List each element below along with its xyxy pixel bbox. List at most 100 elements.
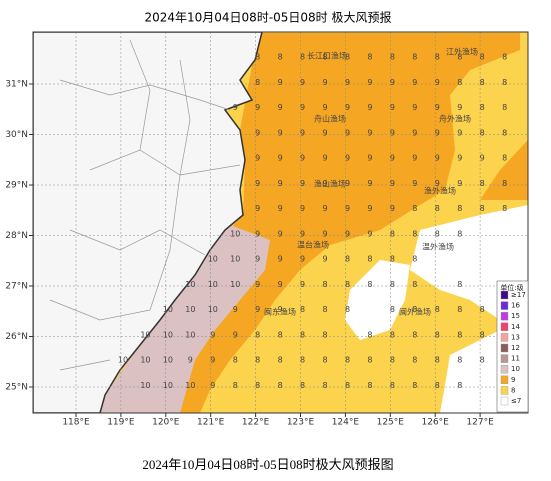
wind-value: 8: [345, 255, 350, 264]
wind-value: 8: [457, 330, 462, 339]
wind-value: 9: [300, 128, 305, 137]
wind-value: 8: [480, 128, 485, 137]
wind-value: 9: [367, 229, 372, 238]
wind-value: 8: [435, 229, 440, 238]
wind-value: 9: [278, 154, 283, 163]
area-label: 舟山渔场: [314, 114, 346, 124]
wind-value: 9: [435, 128, 440, 137]
y-tick-label: 27°N: [5, 282, 28, 292]
wind-value: 9: [345, 204, 350, 213]
area-label: 渔山渔场: [314, 179, 346, 189]
legend-label: 9: [511, 376, 515, 384]
wind-value: 8: [345, 53, 350, 62]
wind-value: 9: [255, 128, 260, 137]
legend-swatch: [500, 396, 509, 406]
wind-value: 8: [412, 330, 417, 339]
wind-value: 9: [323, 128, 328, 137]
wind-value: 8: [300, 330, 305, 339]
wind-value: 8: [502, 103, 507, 112]
wind-value: 8: [502, 128, 507, 137]
wind-value: 8: [480, 78, 485, 87]
legend-label: 14: [511, 323, 520, 331]
wind-value: 9: [210, 330, 215, 339]
wind-value: 8: [457, 356, 462, 365]
wind-value: 9: [480, 154, 485, 163]
wind-value: 10: [208, 280, 218, 289]
wind-value: 8: [345, 305, 350, 314]
wind-value: 10: [185, 381, 195, 390]
wind-value: 9: [457, 179, 462, 188]
wind-value: 9: [435, 78, 440, 87]
wind-value: 9: [323, 179, 328, 188]
wind-value: 8: [457, 381, 462, 390]
wind-value: 9: [255, 280, 260, 289]
y-tick-label: 29°N: [5, 181, 28, 191]
x-tick-label: 124°E: [332, 418, 360, 428]
wind-value: 9: [255, 229, 260, 238]
wind-value: 9: [323, 154, 328, 163]
y-tick-label: 30°N: [5, 130, 28, 140]
wind-value: 8: [390, 229, 395, 238]
wind-value: 8: [323, 381, 328, 390]
wind-value: 8: [457, 229, 462, 238]
legend-label: 13: [511, 333, 520, 341]
wind-value: 9: [435, 179, 440, 188]
wind-value: 8: [480, 53, 485, 62]
wind-value: 9: [390, 179, 395, 188]
legend-swatch: [500, 375, 509, 384]
wind-value: 9: [412, 78, 417, 87]
wind-value: 9: [300, 204, 305, 213]
legend-label: 15: [511, 312, 520, 320]
legend-swatch: [500, 333, 509, 342]
wind-value: 9: [255, 255, 260, 264]
wind-value: 10: [230, 255, 240, 264]
wind-value: 8: [412, 255, 417, 264]
wind-value: 9: [457, 128, 462, 137]
legend-label: 16: [511, 302, 520, 310]
wind-value: 9: [345, 78, 350, 87]
wind-value: 8: [278, 381, 283, 390]
wind-value: 8: [502, 204, 507, 213]
wind-value: 9: [435, 103, 440, 112]
wind-value: 8: [255, 78, 260, 87]
wind-value: 10: [230, 280, 240, 289]
wind-value: 8: [480, 179, 485, 188]
wind-value: 9: [457, 103, 462, 112]
wind-value: 8: [480, 204, 485, 213]
wind-value: 8: [435, 356, 440, 365]
y-tick-label: 26°N: [5, 332, 28, 342]
wind-value: 8: [278, 53, 283, 62]
graticule: [29, 32, 528, 417]
legend-swatch: [500, 343, 509, 353]
wind-value: 8: [390, 356, 395, 365]
legend-label: ≤7: [511, 397, 521, 405]
wind-value: 9: [390, 204, 395, 213]
wind-value: 8: [390, 330, 395, 339]
wind-value: 9: [300, 78, 305, 87]
wind-value: 8: [300, 53, 305, 62]
wind-value: 9: [255, 154, 260, 163]
wind-value: 8: [435, 330, 440, 339]
wind-value: 9: [390, 78, 395, 87]
x-tick-label: 119°E: [107, 418, 135, 428]
wind-value: 9: [367, 204, 372, 213]
x-tick-label: 120°E: [152, 418, 180, 428]
area-label: 长江口渔场: [307, 51, 347, 61]
legend-swatch: [500, 354, 509, 363]
wind-value: 9: [435, 154, 440, 163]
wind-value: 9: [233, 330, 238, 339]
zone-7: [345, 260, 410, 340]
wind-value: 9: [233, 103, 238, 112]
wind-value: 10: [163, 330, 173, 339]
wind-value: 9: [323, 103, 328, 112]
wind-value: 9: [300, 154, 305, 163]
wind-value: 8: [255, 356, 260, 365]
wind-value: 9: [233, 305, 238, 314]
wind-value: 8: [390, 305, 395, 314]
area-label: 舟外渔场: [439, 114, 471, 124]
wind-value: 8: [457, 305, 462, 314]
legend-swatch: [500, 365, 509, 374]
wind-value: 8: [300, 356, 305, 365]
wind-value: 9: [367, 78, 372, 87]
